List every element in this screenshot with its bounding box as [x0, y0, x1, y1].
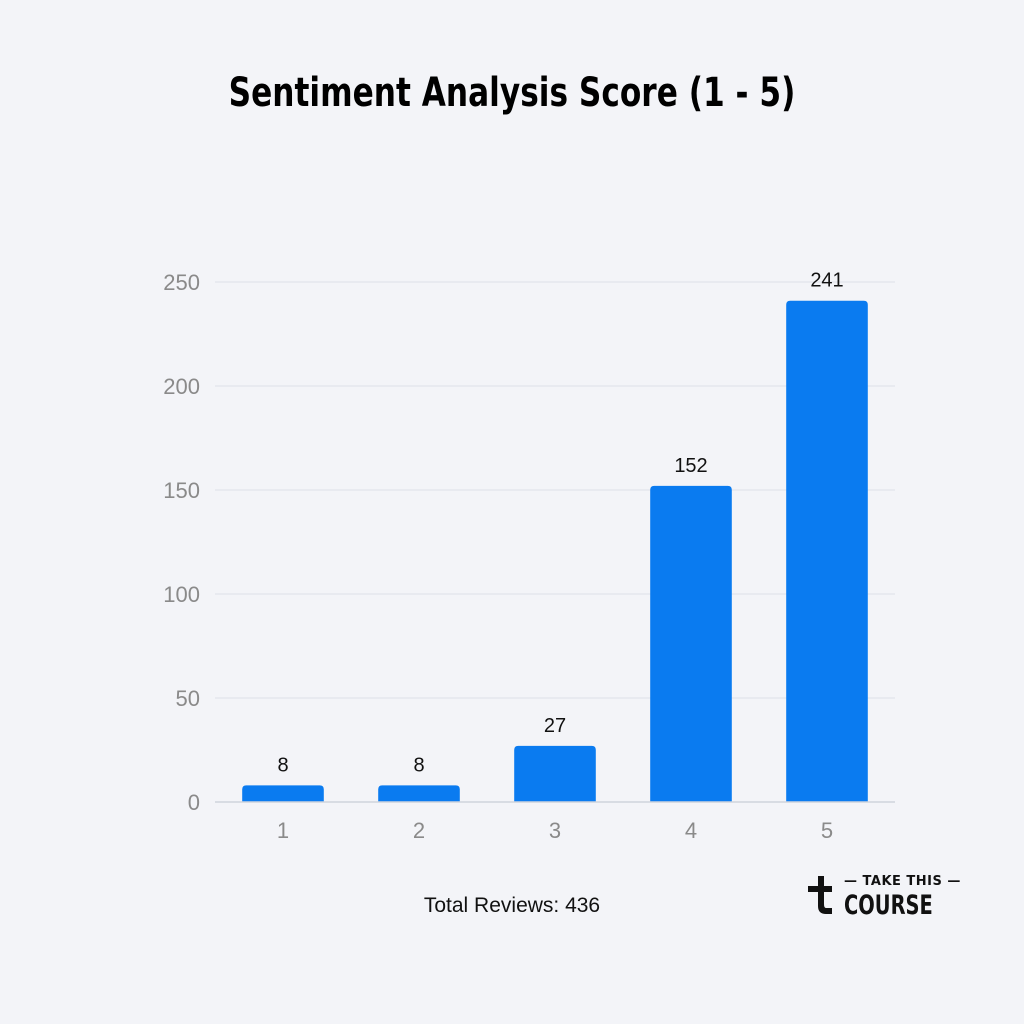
- y-tick-label: 50: [176, 686, 200, 711]
- data-label-2: 8: [413, 754, 424, 776]
- bars: [242, 300, 868, 802]
- bar-4: [650, 485, 732, 802]
- grid-lines: [215, 281, 895, 699]
- chart-title: Sentiment Analysis Score (1 - 5): [228, 70, 796, 116]
- x-tick-label-3: 3: [549, 818, 561, 843]
- bar-1: [242, 785, 324, 802]
- bar-2: [378, 785, 460, 802]
- y-axis-ticks: 0 50 100 150 200 250: [163, 270, 200, 815]
- total-reviews-footnote: Total Reviews: 436: [423, 894, 601, 917]
- x-axis-ticks: 1 2 3 4 5: [277, 818, 833, 843]
- logo-text-top: — TAKE THIS —: [844, 874, 961, 889]
- bar-3: [514, 745, 596, 802]
- data-label-3: 27: [544, 715, 566, 737]
- data-label-4: 152: [674, 455, 707, 477]
- x-tick-label-1: 1: [277, 818, 289, 843]
- take-this-course-logo-icon: [808, 876, 832, 914]
- take-this-course-logo: — TAKE THIS — COURSE: [806, 870, 960, 924]
- y-tick-label: 200: [163, 374, 200, 399]
- data-label-1: 8: [277, 754, 288, 776]
- x-tick-label-5: 5: [821, 818, 833, 843]
- x-tick-label-4: 4: [685, 818, 697, 843]
- bar-5: [786, 300, 868, 802]
- y-tick-label: 100: [163, 582, 200, 607]
- y-tick-label: 150: [163, 478, 200, 503]
- logo-text-bottom: COURSE: [844, 890, 933, 921]
- data-label-5: 241: [810, 270, 843, 292]
- data-labels: 8 8 27 152 241: [277, 270, 843, 777]
- y-tick-label: 250: [163, 270, 200, 295]
- x-tick-label-2: 2: [413, 818, 425, 843]
- y-tick-label: 0: [188, 790, 200, 815]
